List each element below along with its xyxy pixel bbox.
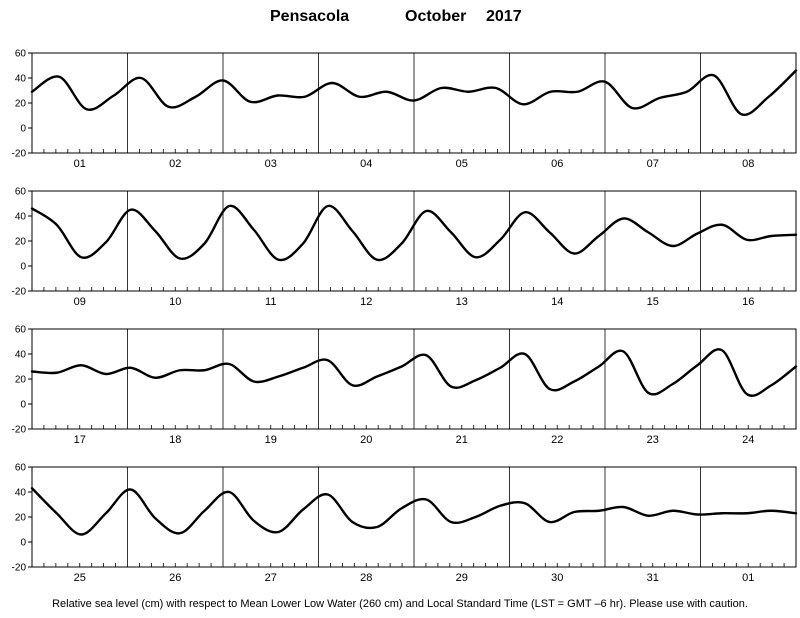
day-label: 11 bbox=[265, 296, 276, 308]
panel-1: -20 0 20 40 60 01 02 03 04 05 06 07 08 bbox=[12, 49, 798, 170]
y-tick-label: -20 bbox=[12, 287, 27, 298]
day-label: 24 bbox=[742, 434, 754, 446]
day-label: 17 bbox=[74, 434, 86, 446]
day-label: 21 bbox=[456, 434, 468, 446]
day-label: 14 bbox=[551, 296, 563, 308]
day-label: 10 bbox=[169, 296, 181, 308]
chart-title-station: Pensacola bbox=[270, 8, 349, 25]
y-tick-label: 20 bbox=[15, 237, 27, 248]
day-label: 01 bbox=[74, 158, 86, 170]
day-label: 09 bbox=[74, 296, 86, 308]
chart-caption: Relative sea level (cm) with respect to … bbox=[52, 598, 748, 610]
y-tick-label: 60 bbox=[15, 187, 27, 198]
day-label: 27 bbox=[265, 572, 277, 584]
y-tick-label: 0 bbox=[20, 538, 26, 549]
day-label: 23 bbox=[647, 434, 659, 446]
panel-2: -20 0 20 40 60 09 10 11 12 13 14 15 16 bbox=[12, 187, 798, 308]
chart-title-year: 2017 bbox=[486, 8, 522, 25]
y-tick-label: 40 bbox=[15, 212, 27, 223]
day-label: 16 bbox=[742, 296, 754, 308]
y-tick-label: 60 bbox=[15, 49, 27, 60]
sea-level-line bbox=[30, 487, 798, 536]
y-tick-label: 40 bbox=[15, 350, 27, 361]
y-tick-label: -20 bbox=[12, 425, 27, 436]
day-label: 22 bbox=[551, 434, 563, 446]
day-label: 12 bbox=[360, 296, 372, 308]
y-tick-label: 0 bbox=[20, 262, 26, 273]
day-label: 26 bbox=[169, 572, 181, 584]
sea-level-line bbox=[30, 69, 798, 116]
y-tick-label: 40 bbox=[15, 74, 27, 85]
day-label: 07 bbox=[647, 158, 659, 170]
panel-4: -20 0 20 40 60 25 26 27 28 29 30 31 01 bbox=[12, 463, 798, 584]
day-label: 28 bbox=[360, 572, 372, 584]
day-label: 05 bbox=[456, 158, 468, 170]
sea-level-line bbox=[30, 204, 798, 262]
y-tick-label: 20 bbox=[15, 513, 27, 524]
day-label: 25 bbox=[74, 572, 86, 584]
y-tick-label: 60 bbox=[15, 325, 27, 336]
day-label: 31 bbox=[647, 572, 659, 584]
day-label: 20 bbox=[360, 434, 372, 446]
day-label: 15 bbox=[647, 296, 659, 308]
day-label: 13 bbox=[456, 296, 468, 308]
chart-panels: -20 0 20 40 60 01 02 03 04 05 06 07 08 -20 0 20 40 60 09 10… bbox=[12, 49, 798, 584]
day-label: 29 bbox=[456, 572, 468, 584]
panel-3: -20 0 20 40 60 17 18 19 20 21 22 23 24 bbox=[12, 325, 798, 446]
y-tick-label: -20 bbox=[12, 149, 27, 160]
y-tick-label: -20 bbox=[12, 563, 27, 574]
day-label: 01 bbox=[742, 572, 754, 584]
sea-level-line bbox=[30, 348, 798, 397]
day-label: 18 bbox=[169, 434, 181, 446]
y-tick-label: 20 bbox=[15, 375, 27, 386]
y-tick-label: 60 bbox=[15, 463, 27, 474]
day-label: 08 bbox=[742, 158, 754, 170]
y-tick-label: 20 bbox=[15, 99, 27, 110]
day-label: 02 bbox=[169, 158, 181, 170]
day-label: 06 bbox=[551, 158, 563, 170]
day-label: 03 bbox=[265, 158, 277, 170]
chart-title-month: October bbox=[405, 8, 466, 25]
y-tick-label: 0 bbox=[20, 400, 26, 411]
y-tick-label: 40 bbox=[15, 488, 27, 499]
day-label: 04 bbox=[360, 158, 372, 170]
day-label: 30 bbox=[551, 572, 563, 584]
y-tick-label: 0 bbox=[20, 124, 26, 135]
day-label: 19 bbox=[265, 434, 277, 446]
